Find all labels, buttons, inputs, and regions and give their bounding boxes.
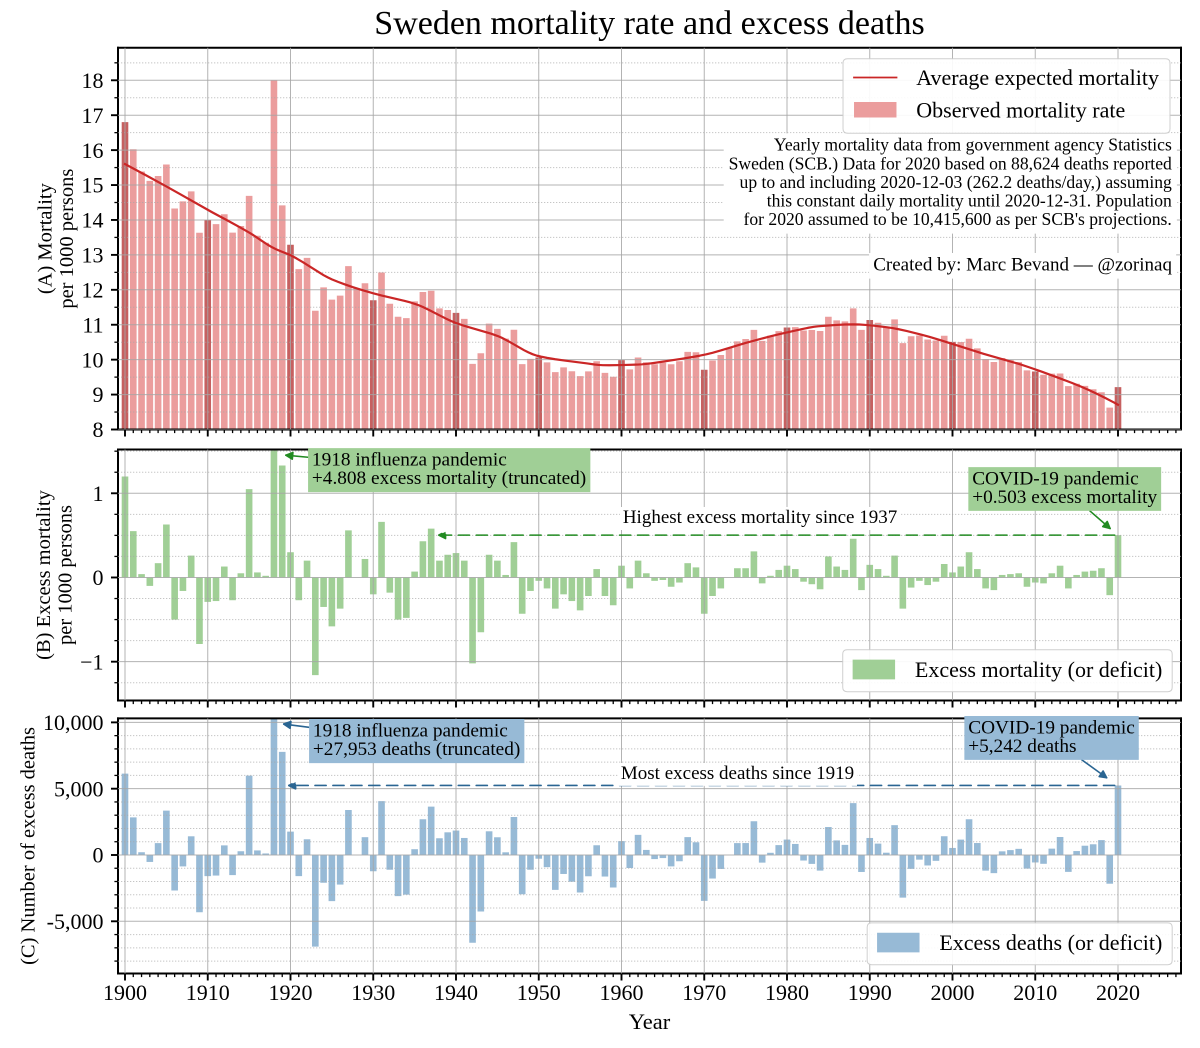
svg-text:2020: 2020 — [1096, 980, 1140, 1005]
svg-text:Most excess deaths since 1919: Most excess deaths since 1919 — [621, 763, 854, 784]
svg-text:13: 13 — [82, 243, 104, 268]
svg-text:1950: 1950 — [517, 980, 561, 1005]
svg-text:1940: 1940 — [434, 980, 478, 1005]
svg-text:14: 14 — [82, 208, 104, 233]
svg-text:1930: 1930 — [351, 980, 395, 1005]
svg-text:1990: 1990 — [848, 980, 892, 1005]
svg-text:COVID-19 pandemic: COVID-19 pandemic — [972, 468, 1139, 489]
svg-text:+4.808 excess mortality (trunc: +4.808 excess mortality (truncated) — [312, 468, 586, 489]
svg-text:up to and including 2020-12-03: up to and including 2020-12-03 (262.2 de… — [740, 172, 1172, 192]
svg-text:18: 18 — [82, 68, 104, 93]
svg-text:1970: 1970 — [682, 980, 726, 1005]
svg-text:Sweden (SCB.) Data for 2020 ba: Sweden (SCB.) Data for 2020 based on 88,… — [729, 153, 1172, 173]
svg-text:Highest excess mortality since: Highest excess mortality since 1937 — [623, 507, 897, 528]
svg-text:Sweden mortality rate and exce: Sweden mortality rate and excess deaths — [374, 5, 924, 42]
svg-text:per 1000 persons: per 1000 persons — [55, 505, 77, 645]
svg-text:Yearly mortality data from gov: Yearly mortality data from government ag… — [774, 135, 1172, 155]
svg-text:(B) Excess mortality: (B) Excess mortality — [33, 489, 55, 659]
svg-text:1920: 1920 — [269, 980, 313, 1005]
svg-text:Average expected mortality: Average expected mortality — [916, 65, 1159, 90]
svg-text:Created by: Marc Bevand — @zor: Created by: Marc Bevand — @zorinaq — [873, 254, 1172, 275]
svg-text:1918 influenza pandemic: 1918 influenza pandemic — [312, 449, 507, 470]
svg-text:1980: 1980 — [765, 980, 809, 1005]
svg-text:16: 16 — [82, 138, 104, 163]
svg-text:1918 influenza pandemic: 1918 influenza pandemic — [313, 720, 508, 741]
svg-text:0: 0 — [93, 843, 104, 868]
svg-text:Observed mortality rate: Observed mortality rate — [916, 97, 1125, 122]
svg-text:+0.503 excess mortality: +0.503 excess mortality — [972, 487, 1157, 508]
svg-text:(C) Number of excess deaths: (C) Number of excess deaths — [18, 727, 40, 965]
svg-text:2010: 2010 — [1013, 980, 1057, 1005]
svg-text:15: 15 — [82, 173, 104, 198]
svg-text:this constant daily mortality: this constant daily mortality until 2020… — [767, 190, 1172, 210]
svg-text:5,000: 5,000 — [54, 776, 104, 801]
svg-text:0: 0 — [93, 565, 104, 590]
svg-text:Excess deaths (or deficit): Excess deaths (or deficit) — [939, 930, 1162, 955]
svg-text:COVID-19 pandemic: COVID-19 pandemic — [968, 717, 1135, 738]
svg-text:-5,000: -5,000 — [47, 909, 104, 934]
svg-text:for 2020 assumed to be 10,415,: for 2020 assumed to be 10,415,600 as per… — [743, 209, 1171, 229]
svg-text:1: 1 — [93, 481, 104, 506]
svg-text:1960: 1960 — [600, 980, 644, 1005]
svg-text:+27,953 deaths (truncated): +27,953 deaths (truncated) — [313, 739, 520, 760]
svg-text:8: 8 — [93, 417, 104, 442]
svg-text:10: 10 — [82, 347, 104, 372]
svg-text:9: 9 — [93, 382, 104, 407]
svg-text:11: 11 — [82, 312, 103, 337]
svg-text:(A) Mortality: (A) Mortality — [35, 182, 57, 294]
svg-text:Year: Year — [629, 1009, 671, 1034]
svg-text:Excess mortality (or deficit): Excess mortality (or deficit) — [915, 657, 1162, 682]
svg-text:per 1000 persons: per 1000 persons — [56, 169, 78, 309]
svg-text:+5,242 deaths: +5,242 deaths — [968, 736, 1076, 757]
svg-text:2000: 2000 — [931, 980, 975, 1005]
svg-text:−1: −1 — [80, 649, 103, 674]
svg-text:1900: 1900 — [103, 980, 147, 1005]
svg-text:17: 17 — [82, 103, 104, 128]
svg-text:12: 12 — [82, 277, 104, 302]
svg-text:1910: 1910 — [186, 980, 230, 1005]
svg-text:10,000: 10,000 — [43, 710, 104, 735]
